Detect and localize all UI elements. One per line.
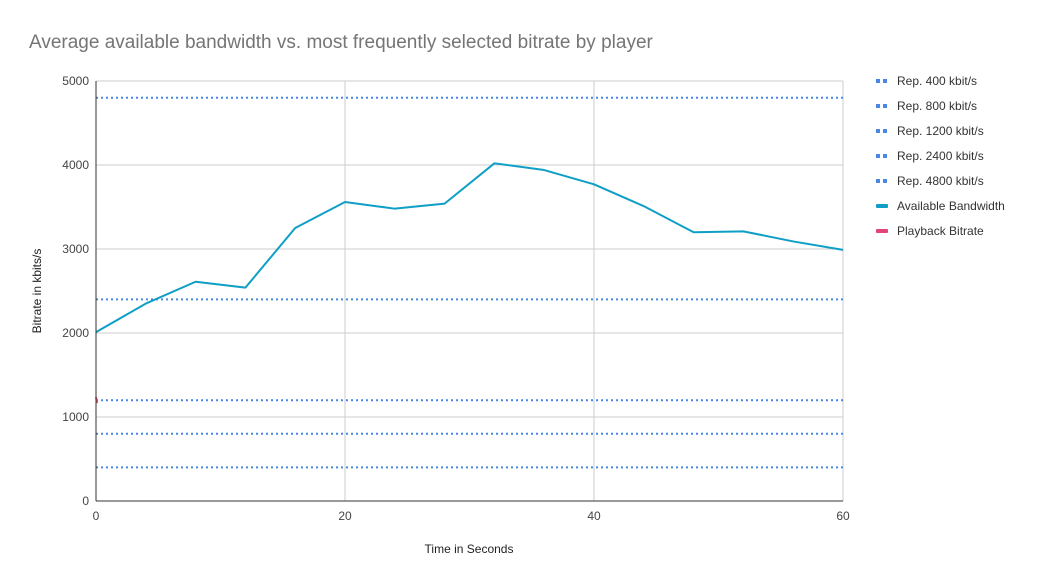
y-axis-label: Bitrate in kbits/s	[30, 249, 44, 334]
series-available-bandwidth	[95, 162, 844, 334]
axes	[95, 81, 843, 502]
x-tick-label: 0	[93, 509, 100, 523]
legend-label: Playback Bitrate	[897, 224, 984, 238]
legend-item-rep-4800-kbit-s: Rep. 4800 kbit/s	[876, 174, 984, 188]
legend: Rep. 400 kbit/s Rep. 800 kbit/s Rep. 1200 …	[876, 74, 1005, 238]
tick-labels: 0 1000 2000 3000 4000 5000 0 20 40 60	[62, 74, 850, 523]
legend-label: Available Bandwidth	[897, 199, 1005, 213]
x-tick-label: 20	[338, 509, 352, 523]
legend-swatch	[876, 204, 888, 208]
legend-item-playback-bitrate: Playback Bitrate	[876, 224, 984, 238]
y-tick-label: 1000	[62, 410, 89, 424]
legend-swatch	[876, 129, 880, 133]
legend-item-rep-1200-kbit-s: Rep. 1200 kbit/s	[876, 124, 984, 138]
legend-swatch	[883, 179, 887, 183]
legend-swatch	[876, 179, 880, 183]
y-tick-label: 5000	[62, 74, 89, 88]
legend-swatch	[883, 79, 887, 83]
y-tick-label: 3000	[62, 242, 89, 256]
legend-swatch	[883, 104, 887, 108]
y-tick-label: 4000	[62, 158, 89, 172]
x-tick-label: 40	[587, 509, 601, 523]
legend-swatch	[883, 154, 887, 158]
legend-label: Rep. 4800 kbit/s	[897, 174, 984, 188]
series-layer	[95, 96, 844, 469]
legend-label: Rep. 800 kbit/s	[897, 99, 977, 113]
y-tick-label: 2000	[62, 326, 89, 340]
legend-label: Rep. 400 kbit/s	[897, 74, 977, 88]
x-tick-label: 60	[836, 509, 850, 523]
legend-item-rep-2400-kbit-s: Rep. 2400 kbit/s	[876, 149, 984, 163]
grid	[96, 80, 844, 501]
legend-item-available-bandwidth: Available Bandwidth	[876, 199, 1005, 213]
y-tick-label: 0	[82, 494, 89, 508]
legend-swatch	[876, 229, 888, 233]
x-axis-label: Time in Seconds	[425, 542, 514, 556]
legend-item-rep-800-kbit-s: Rep. 800 kbit/s	[876, 99, 977, 113]
legend-item-rep-400-kbit-s: Rep. 400 kbit/s	[876, 74, 977, 88]
legend-label: Rep. 1200 kbit/s	[897, 124, 984, 138]
legend-swatch	[876, 154, 880, 158]
legend-label: Rep. 2400 kbit/s	[897, 149, 984, 163]
legend-swatch	[876, 104, 880, 108]
chart-title: Average available bandwidth vs. most fre…	[29, 32, 654, 53]
legend-swatch	[883, 129, 887, 133]
legend-swatch	[876, 79, 880, 83]
